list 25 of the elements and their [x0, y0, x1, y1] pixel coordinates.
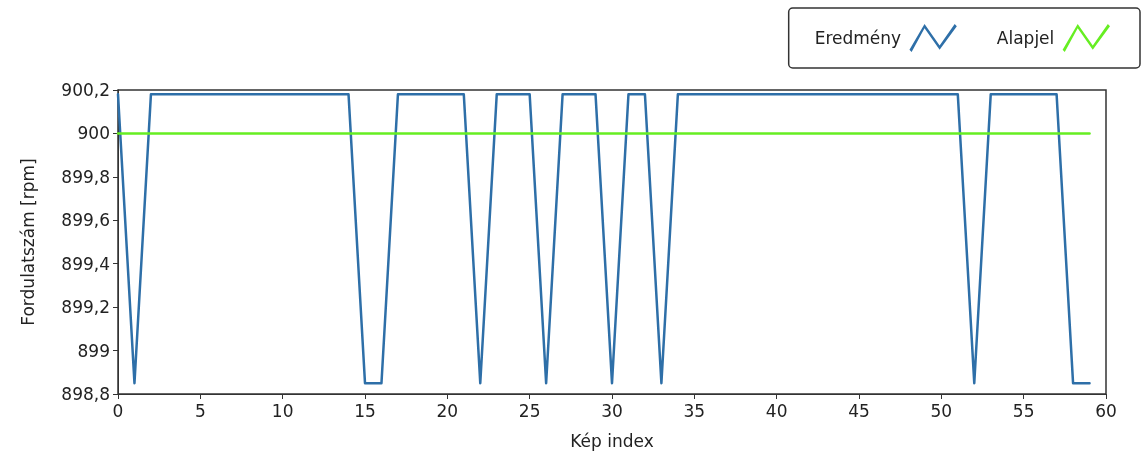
x-tick-label: 5 [194, 400, 206, 421]
y-tick-label: 898,8 [61, 384, 110, 404]
y-tick-label: 899,2 [61, 297, 110, 318]
y-tick-label: 899,8 [61, 166, 110, 187]
x-axis-title: Kép index [570, 430, 654, 451]
x-tick-label: 0 [112, 400, 124, 421]
x-tick-label: 20 [436, 400, 459, 421]
x-tick-label: 60 [1095, 400, 1117, 421]
y-tick-label: 899,4 [61, 253, 110, 274]
x-tick-label: 30 [601, 400, 623, 421]
legend-label: Alapjel [996, 28, 1055, 48]
x-tick-label: 55 [1012, 400, 1035, 421]
x-tick-label: 15 [354, 400, 376, 421]
x-tick-label: 25 [518, 400, 541, 421]
y-tick-label: 900,2 [61, 80, 110, 100]
x-tick-label: 50 [930, 400, 953, 421]
x-tick-label: 10 [271, 400, 294, 421]
y-axis-title: Fordulatszám [rpm] [17, 158, 38, 326]
x-tick-label: 35 [683, 400, 706, 421]
x-tick-label: 45 [848, 400, 870, 421]
y-tick-label: 899,6 [61, 210, 110, 231]
y-tick-label: 899 [77, 340, 110, 361]
legend-label: Eredmény [814, 28, 902, 48]
x-tick-label: 40 [765, 400, 788, 421]
y-tick-label: 900 [77, 123, 110, 144]
